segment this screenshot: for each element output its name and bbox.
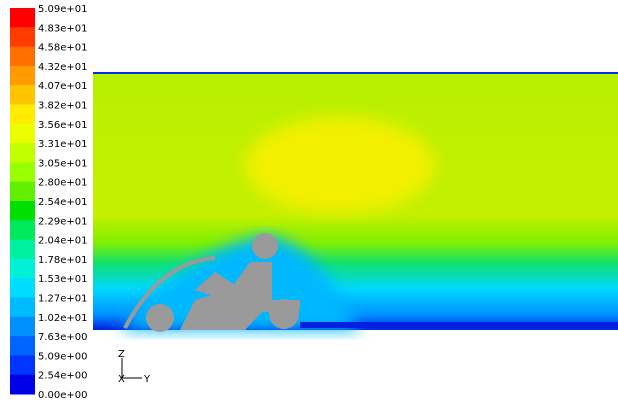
triad-z: Z <box>118 349 125 360</box>
legend-label: 7.63e+00 <box>38 332 88 343</box>
legend-label: 3.82e+01 <box>38 101 88 112</box>
legend-label: 3.31e+01 <box>38 139 88 150</box>
legend-swatch <box>10 297 35 318</box>
legend-label: 1.02e+01 <box>38 313 88 324</box>
legend-swatch <box>10 8 35 28</box>
legend-label: 2.80e+01 <box>38 178 88 189</box>
legend-label: 0.00e+00 <box>38 390 88 401</box>
legend-swatch <box>10 374 35 395</box>
legend-label: 2.54e+00 <box>38 371 88 382</box>
legend-swatch <box>10 85 35 105</box>
legend-label: 4.83e+01 <box>38 23 88 34</box>
legend-swatch <box>10 201 35 221</box>
legend-swatch <box>10 278 35 298</box>
legend: 5.09e+01 4.83e+01 4.58e+01 4.32e+01 4.07e+01… <box>10 4 88 401</box>
legend-swatch <box>10 220 35 241</box>
legend-label: 2.29e+01 <box>38 216 88 227</box>
legend-swatch <box>10 104 35 125</box>
legend-swatch <box>10 355 35 376</box>
legend-swatch <box>10 143 35 163</box>
legend-label: 2.04e+01 <box>38 236 88 247</box>
legend-label: 3.05e+01 <box>38 158 88 169</box>
axes-triad: Z X Y <box>118 349 151 385</box>
legend-swatch <box>10 123 35 144</box>
kart <box>123 233 300 332</box>
legend-swatch <box>10 258 35 279</box>
legend-label: 1.53e+01 <box>38 274 88 285</box>
legend-label: 4.07e+01 <box>38 81 88 92</box>
legend-label: 5.09e+01 <box>38 4 88 15</box>
legend-swatch <box>10 316 35 337</box>
legend-swatch <box>10 162 35 183</box>
legend-swatch <box>10 181 35 202</box>
legend-label: 3.56e+01 <box>38 120 88 131</box>
legend-label: 2.54e+01 <box>38 197 88 208</box>
triad-x: X <box>118 374 125 385</box>
legend-label: 4.58e+01 <box>38 43 88 54</box>
legend-swatch <box>10 336 35 356</box>
legend-label: 5.09e+00 <box>38 351 88 362</box>
triad-y: Y <box>143 374 151 385</box>
legend-swatch <box>10 239 35 260</box>
legend-swatch <box>10 46 35 67</box>
legend-label: 4.32e+01 <box>38 62 88 73</box>
legend-swatch <box>10 27 35 48</box>
flow-field <box>93 72 618 330</box>
legend-swatch <box>10 65 35 86</box>
legend-label: 1.27e+01 <box>38 294 88 305</box>
legend-label: 1.78e+01 <box>38 255 88 266</box>
